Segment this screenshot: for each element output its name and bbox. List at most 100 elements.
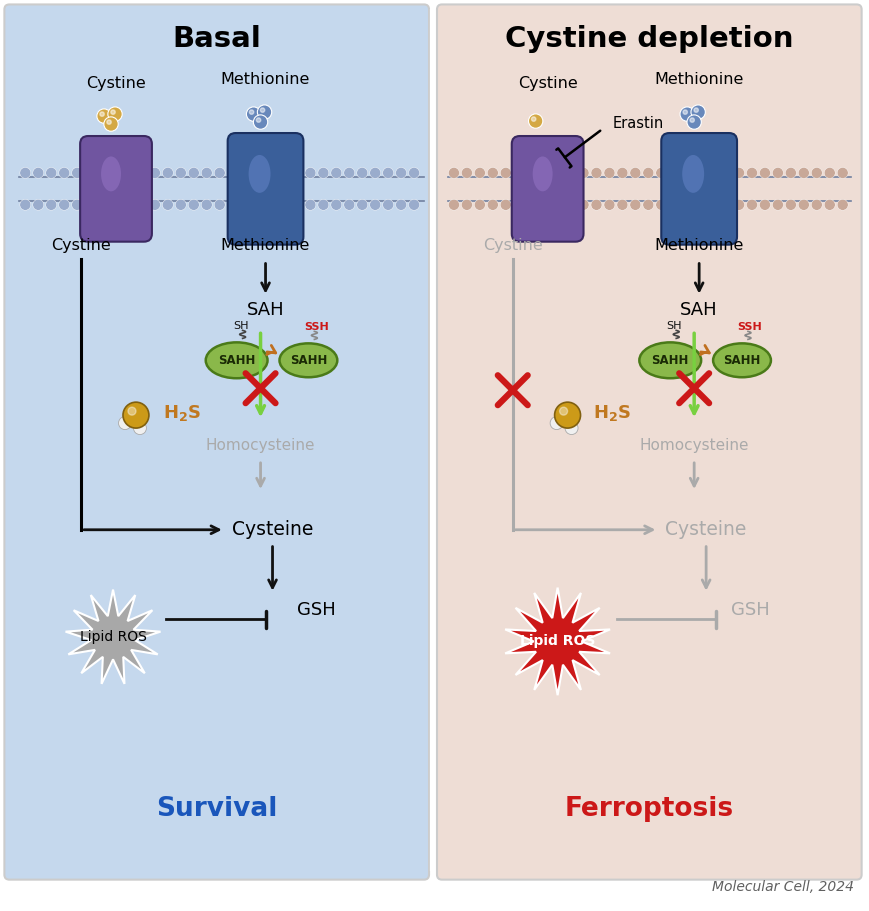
Circle shape	[317, 168, 328, 179]
Ellipse shape	[681, 155, 703, 193]
Circle shape	[687, 115, 700, 129]
FancyBboxPatch shape	[436, 5, 860, 880]
Text: Cystine depletion: Cystine depletion	[505, 26, 793, 54]
Circle shape	[382, 200, 393, 210]
Circle shape	[448, 200, 459, 210]
Circle shape	[256, 118, 261, 122]
Circle shape	[304, 168, 315, 179]
Circle shape	[668, 200, 679, 210]
FancyBboxPatch shape	[4, 5, 428, 880]
Circle shape	[103, 117, 118, 131]
Circle shape	[577, 200, 588, 210]
Circle shape	[201, 168, 212, 179]
Circle shape	[559, 407, 567, 415]
Ellipse shape	[279, 343, 337, 377]
Circle shape	[292, 200, 302, 210]
Circle shape	[356, 200, 368, 210]
Circle shape	[253, 200, 264, 210]
Circle shape	[163, 168, 173, 179]
Circle shape	[461, 168, 472, 179]
Circle shape	[689, 118, 693, 122]
Circle shape	[500, 200, 511, 210]
Circle shape	[188, 168, 199, 179]
Circle shape	[759, 168, 770, 179]
Circle shape	[487, 200, 498, 210]
FancyBboxPatch shape	[660, 133, 736, 245]
Circle shape	[214, 168, 225, 179]
Circle shape	[176, 168, 186, 179]
Circle shape	[798, 200, 808, 210]
Circle shape	[474, 168, 485, 179]
Text: Cystine: Cystine	[517, 76, 577, 91]
Circle shape	[720, 200, 731, 210]
Circle shape	[531, 117, 535, 121]
Circle shape	[58, 200, 70, 210]
Circle shape	[249, 110, 254, 114]
Text: SAHH: SAHH	[289, 353, 327, 367]
Circle shape	[785, 200, 795, 210]
Circle shape	[260, 107, 264, 112]
Circle shape	[257, 105, 271, 119]
Circle shape	[292, 168, 302, 179]
Circle shape	[836, 168, 847, 179]
Text: Methionine: Methionine	[221, 72, 310, 87]
Circle shape	[136, 200, 147, 210]
Circle shape	[201, 200, 212, 210]
Circle shape	[682, 110, 687, 114]
Circle shape	[246, 107, 261, 121]
Circle shape	[71, 200, 83, 210]
Text: Homocysteine: Homocysteine	[639, 437, 748, 453]
Circle shape	[408, 168, 419, 179]
Circle shape	[317, 200, 328, 210]
Circle shape	[253, 168, 264, 179]
Circle shape	[720, 168, 731, 179]
Circle shape	[539, 168, 549, 179]
Circle shape	[733, 168, 744, 179]
Circle shape	[176, 200, 186, 210]
Ellipse shape	[713, 343, 770, 377]
Text: Lipid ROS: Lipid ROS	[520, 634, 594, 649]
Circle shape	[84, 200, 96, 210]
FancyBboxPatch shape	[511, 136, 583, 241]
Text: Cysteine: Cysteine	[231, 520, 313, 539]
Circle shape	[330, 200, 342, 210]
Circle shape	[690, 105, 705, 119]
Circle shape	[46, 200, 56, 210]
Circle shape	[603, 200, 614, 210]
Circle shape	[629, 200, 640, 210]
Text: Ferroptosis: Ferroptosis	[564, 796, 733, 822]
Text: Lipid ROS: Lipid ROS	[79, 630, 146, 644]
Text: SH: SH	[233, 322, 248, 332]
Circle shape	[590, 200, 601, 210]
Circle shape	[798, 168, 808, 179]
Circle shape	[395, 200, 406, 210]
Circle shape	[96, 109, 111, 123]
Circle shape	[461, 200, 472, 210]
Circle shape	[642, 168, 653, 179]
Circle shape	[110, 110, 115, 114]
Circle shape	[71, 168, 83, 179]
Circle shape	[616, 168, 627, 179]
Circle shape	[565, 168, 575, 179]
Circle shape	[240, 200, 251, 210]
Circle shape	[655, 168, 666, 179]
Text: SH: SH	[666, 322, 681, 332]
Circle shape	[552, 200, 562, 210]
Ellipse shape	[639, 343, 700, 378]
Text: Cystine: Cystine	[482, 238, 542, 253]
Text: $\mathregular{H_2S}$: $\mathregular{H_2S}$	[163, 404, 201, 423]
Circle shape	[214, 200, 225, 210]
Circle shape	[811, 168, 821, 179]
Circle shape	[343, 200, 355, 210]
Circle shape	[693, 168, 705, 179]
Circle shape	[97, 200, 109, 210]
Circle shape	[526, 200, 536, 210]
Circle shape	[487, 168, 498, 179]
Polygon shape	[505, 588, 609, 695]
Text: Survival: Survival	[156, 796, 277, 822]
Circle shape	[706, 168, 718, 179]
Text: Molecular Cell, 2024: Molecular Cell, 2024	[711, 880, 852, 894]
Circle shape	[603, 168, 614, 179]
Circle shape	[227, 168, 238, 179]
Circle shape	[253, 115, 268, 129]
